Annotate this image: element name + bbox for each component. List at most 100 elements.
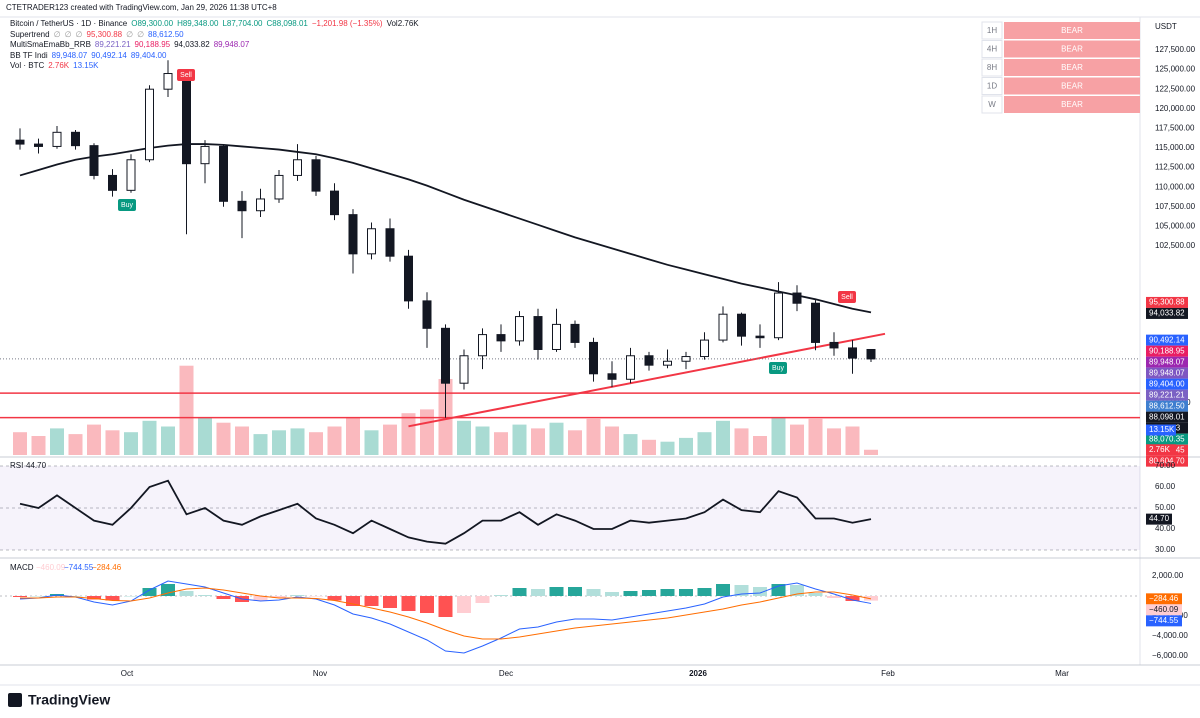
candle-body [866, 348, 876, 360]
macd-histogram [605, 592, 619, 596]
volume-bar [623, 434, 638, 455]
logo-mark [8, 693, 22, 707]
macd-value: −460.09 [36, 563, 66, 572]
candle-body [348, 214, 358, 255]
candle-body [34, 143, 43, 147]
macd-value: −284.46 [92, 563, 122, 572]
table-status: BEAR [1061, 63, 1083, 72]
macd-histogram [457, 596, 471, 613]
macd-histogram [660, 589, 675, 596]
rsi-tick-label: 30.00 [1155, 545, 1176, 554]
price-tag-label: 94,033.82 [1149, 309, 1185, 318]
table-label: W [988, 100, 996, 109]
volume-bar [531, 428, 545, 455]
volume-bar [50, 428, 64, 455]
candle-body [552, 323, 561, 350]
volume-bar [457, 420, 471, 455]
volume-bar [697, 432, 712, 455]
volume-bar [568, 430, 582, 455]
signal-label: Buy [121, 202, 134, 209]
rsi-tag-label: 44.70 [1149, 514, 1170, 523]
legend-row: MultiSmaEmaBb_RRB 89,221.21 90,188.95 94,03… [10, 40, 253, 49]
volume-bar [198, 417, 212, 455]
candle-body [422, 300, 432, 329]
table-label-cell [981, 58, 1003, 77]
macd-histogram [179, 591, 194, 596]
macd-histogram [272, 596, 286, 598]
macd-histogram [124, 596, 138, 597]
volume-tag [1146, 424, 1176, 436]
legend-row: Supertrend ∅ ∅ ∅ 95,300.88 ∅ ∅ 88,612.50 [10, 30, 188, 39]
volume-bar [31, 436, 46, 455]
volume-bar [420, 409, 434, 455]
macd-histogram [346, 596, 360, 606]
candle-body [219, 145, 228, 202]
y-tick-label: 122,500.00 [1155, 84, 1196, 93]
table-status: BEAR [1061, 100, 1083, 109]
signal-label: Sell [841, 294, 853, 301]
candle-body [718, 313, 728, 341]
price-tag-label: 90,188.95 [1149, 346, 1185, 355]
footer-brand: TradingView [28, 692, 110, 708]
price-tag-label: 88,612.50 [1149, 401, 1185, 410]
signal-badge [177, 69, 195, 81]
volume-bar [827, 428, 841, 455]
candle-body [515, 316, 524, 342]
y-tick-label: 117,500.00 [1155, 124, 1195, 133]
macd-tag [1146, 604, 1182, 616]
price-tag [1146, 411, 1188, 423]
volume-bar [161, 426, 175, 455]
macd-histogram [549, 587, 564, 596]
volume-bar [753, 436, 767, 455]
volume-bar [290, 428, 305, 455]
x-tick-label: Feb [881, 669, 895, 678]
volume-tag-label: 13.15K [1149, 425, 1175, 434]
candle-body [459, 355, 469, 384]
volume-bar [309, 432, 323, 455]
candle-body [626, 355, 635, 380]
y-tick-label: 112,500.00 [1155, 163, 1195, 172]
candle-body [256, 198, 265, 212]
volume-tag [1146, 444, 1176, 456]
macd-histogram [87, 596, 101, 600]
volume-bar [346, 417, 360, 455]
macd-histogram [420, 596, 434, 613]
macd-tag-label: −744.55 [1149, 616, 1179, 625]
legend-name: MultiSmaEmaBb_RRB [10, 40, 91, 49]
table-label: 8H [987, 63, 997, 72]
legend-value: 95,300.88 [86, 29, 123, 39]
rsi-tick-label: 60.00 [1155, 482, 1176, 491]
legend-value: −1,201.98 (−1.35%) [311, 19, 383, 28]
macd-histogram [401, 596, 416, 611]
price-tag [1146, 389, 1188, 401]
volume-bar [845, 426, 860, 455]
table-label: 4H [987, 45, 997, 54]
signal-badge [118, 199, 136, 211]
table-label-cell [981, 21, 1003, 40]
candle-body [737, 313, 746, 337]
macd-histogram [679, 589, 693, 596]
legend-value: ∅ [75, 29, 83, 39]
macd-histogram [808, 593, 823, 596]
table-status-cell [1004, 40, 1140, 58]
volume-bar [235, 426, 249, 455]
macd-histogram [290, 595, 305, 596]
candle-body [441, 327, 450, 384]
macd-histogram [68, 596, 83, 597]
price-tag [1146, 345, 1188, 357]
volume-bar [401, 413, 416, 455]
price-tag [1146, 455, 1188, 467]
macd-histogram [198, 595, 212, 596]
macd-histogram [309, 596, 323, 597]
y-tick-label: 115,000.00 [1155, 143, 1195, 152]
price-tag-label: 89,948.07 [1149, 357, 1185, 366]
legend-value: ∅ [64, 29, 72, 39]
volume-bar [660, 441, 675, 455]
macd-histogram [438, 596, 453, 617]
legend-name: BB TF Indi [10, 50, 48, 60]
volume-bar [494, 432, 508, 455]
price-tag [1146, 334, 1188, 346]
price-tag-label: 95,300.88 [1149, 298, 1185, 307]
candle-body [533, 316, 543, 350]
